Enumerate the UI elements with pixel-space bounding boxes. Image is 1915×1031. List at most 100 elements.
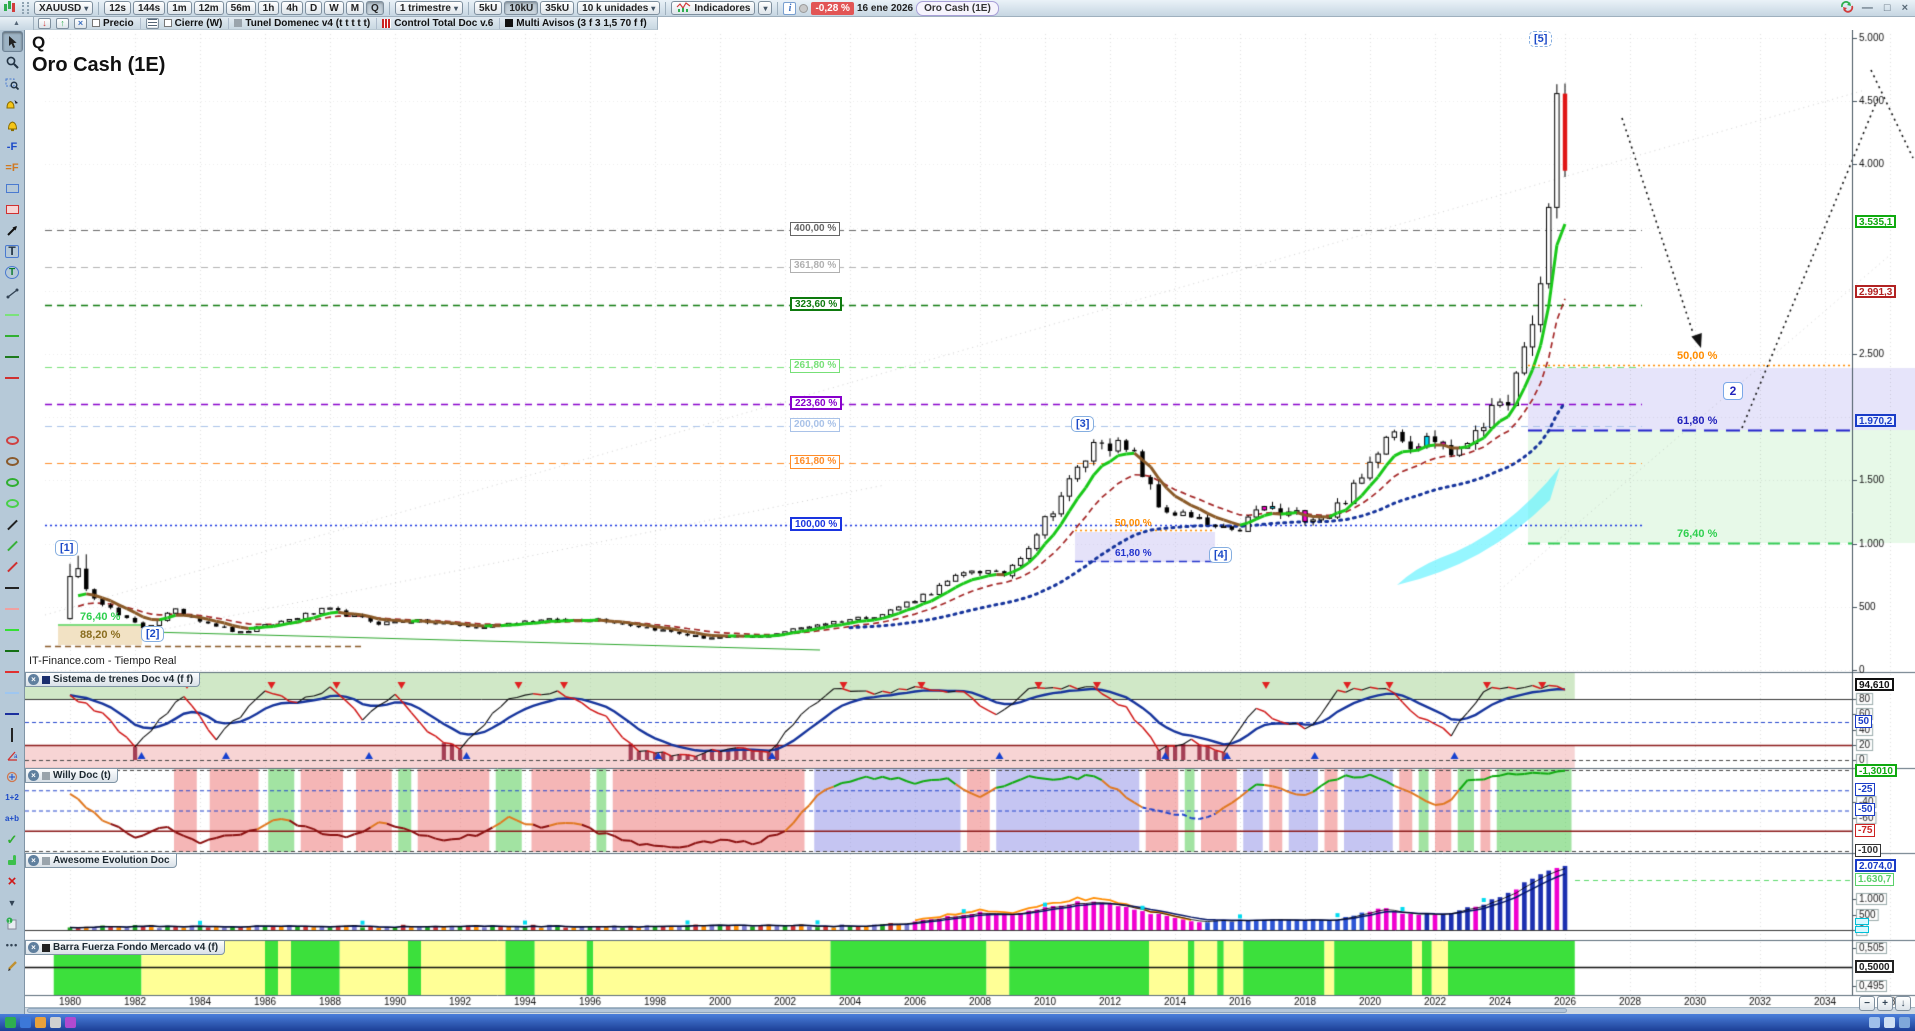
legend-item-cierre[interactable]: Cierre (W) — [163, 17, 230, 29]
hline-lightgreen-tool[interactable] — [2, 304, 23, 325]
timeframe-button-1h[interactable]: 1h — [257, 1, 280, 15]
hline-deepgreen-tool[interactable] — [2, 640, 23, 661]
collapse-toolbar-button[interactable]: ▲ — [0, 17, 34, 30]
ruler-tool[interactable] — [2, 388, 23, 409]
fib-level-label[interactable]: 100,00 % — [790, 517, 843, 531]
legend-item-control[interactable]: Control Total Doc v.6 — [382, 17, 501, 29]
close-icon[interactable]: × — [28, 674, 39, 685]
wave-target-2-label[interactable]: 2 — [1723, 382, 1743, 400]
close-button[interactable]: × — [1901, 2, 1908, 14]
minimize-button[interactable]: — — [1861, 2, 1873, 14]
alarm-edit-tool[interactable] — [2, 94, 23, 115]
hline-navy-tool[interactable] — [2, 703, 23, 724]
timeframe-button-D[interactable]: D — [305, 1, 323, 15]
panel-header-willy[interactable]: × Willy Doc (t) — [25, 768, 118, 783]
angle-tool[interactable]: a — [2, 745, 23, 766]
wave-label-3[interactable]: [3] — [1071, 416, 1095, 432]
checkbox-icon[interactable] — [92, 19, 100, 27]
text-tool[interactable]: T — [2, 241, 23, 262]
legend-item-precio[interactable]: Precio — [92, 17, 141, 29]
info-button[interactable]: i — [783, 1, 797, 15]
hline-red2-tool[interactable] — [2, 661, 23, 682]
legend-item-avisos[interactable]: Multi Avisos (3 f 3 1,5 70 f f) — [505, 18, 652, 29]
hline-brightgreen-tool[interactable] — [2, 619, 23, 640]
close-icon[interactable]: × — [28, 770, 39, 781]
calc-var-tool[interactable]: a+b — [4, 814, 19, 823]
alerts-badge-tool[interactable]: 1 — [2, 913, 23, 934]
timeframe-button-12m[interactable]: 12m — [193, 1, 224, 15]
panel-header-awesome[interactable]: × Awesome Evolution Doc — [25, 853, 177, 868]
unit-button-5kU[interactable]: 5kU — [473, 1, 503, 15]
line-black-tool[interactable] — [2, 514, 23, 535]
calc-sum-tool[interactable]: 1+2 — [5, 793, 19, 802]
wave-label-2[interactable]: [2] — [141, 626, 165, 642]
taskbar-tray-icon-1[interactable] — [1869, 1017, 1880, 1028]
fib-level-label[interactable]: 400,00 % — [790, 222, 841, 236]
ellipse-brown-tool[interactable] — [2, 451, 23, 472]
move-down-button[interactable]: ↓ — [38, 17, 51, 29]
wave-label-5[interactable]: [5] — [1529, 31, 1553, 47]
taskbar-app-icon-2[interactable] — [20, 1017, 31, 1028]
fib-level-label[interactable]: 261,80 % — [790, 359, 841, 373]
rect-blue-tool[interactable] — [2, 178, 23, 199]
zoom-box-tool[interactable] — [2, 73, 23, 94]
scrollbar-thumb[interactable] — [27, 1008, 1567, 1013]
instrument-tab[interactable]: Oro Cash (1E) — [916, 0, 999, 16]
callout-tool[interactable]: T — [2, 262, 23, 283]
zoom-tool[interactable] — [2, 52, 23, 73]
timeframe-button-1m[interactable]: 1m — [167, 1, 192, 15]
ellipse-green-tool[interactable] — [2, 472, 23, 493]
thumbs-up-tool[interactable] — [2, 850, 23, 871]
timeframe-button-56m[interactable]: 56m — [225, 1, 256, 15]
circle-plus-tool[interactable] — [2, 766, 23, 787]
restore-button[interactable]: □ — [1883, 2, 1891, 14]
validate-tool[interactable]: ✓ — [6, 831, 18, 847]
more-tools-chevron[interactable]: ▼ — [7, 897, 17, 908]
wave-label-1[interactable]: [1] — [55, 540, 79, 556]
hline-darkgreen-tool[interactable] — [2, 346, 23, 367]
timeframe-button-144s[interactable]: 144s — [132, 1, 166, 15]
symbol-select[interactable]: XAUUSD ▾ — [34, 1, 94, 15]
hline-black-tool[interactable] — [2, 577, 23, 598]
timeframe-button-4h[interactable]: 4h — [281, 1, 304, 15]
fib-retracement-tool[interactable]: -F — [6, 140, 18, 153]
toolbar-grip-handle[interactable] — [22, 2, 29, 14]
timeframe-button-Q[interactable]: Q — [366, 1, 384, 15]
panel-header-trains[interactable]: × Sistema de trenes Doc v4 (f f) — [25, 672, 201, 687]
zoom-out-button[interactable]: − — [1859, 996, 1875, 1011]
fib-level-label[interactable]: 361,80 % — [790, 259, 841, 273]
taskbar-app-icon-3[interactable] — [35, 1017, 46, 1028]
timeframe-button-M[interactable]: M — [345, 1, 365, 15]
indicators-button[interactable]: Indicadores — [671, 1, 756, 15]
segment-tool[interactable] — [2, 283, 23, 304]
ellipse-green2-tool[interactable] — [2, 493, 23, 514]
dots-more-tool[interactable]: ••• — [5, 939, 19, 950]
line-red-tool[interactable] — [2, 556, 23, 577]
period-select[interactable]: 1 trimestre ▾ — [394, 1, 463, 15]
indicators-caret-button[interactable]: ▾ — [758, 1, 773, 15]
main-chart-canvas[interactable] — [25, 30, 1915, 1014]
cursor-tool[interactable] — [1, 31, 23, 52]
panel-header-fuerza[interactable]: × Barra Fuerza Fondo Mercado v4 (f) — [25, 940, 226, 955]
list-settings-button[interactable] — [145, 17, 159, 29]
fib-level-label[interactable]: 161,80 % — [790, 455, 841, 469]
rect-red-tool[interactable] — [2, 199, 23, 220]
taskbar-app-icon-5[interactable] — [65, 1017, 76, 1028]
hline-pink-tool[interactable] — [2, 598, 23, 619]
checkbox-icon[interactable] — [163, 19, 172, 27]
timeframe-button-W[interactable]: W — [324, 1, 344, 15]
draw-edit-tool[interactable] — [2, 955, 23, 976]
delete-tool[interactable]: × — [7, 873, 17, 890]
refresh-icon[interactable] — [1839, 0, 1855, 16]
units-select[interactable]: 10 k unidades ▾ — [577, 1, 661, 15]
scroll-down-button[interactable]: ↓ — [1895, 996, 1911, 1011]
remove-button[interactable]: × — [74, 17, 87, 29]
close-icon[interactable]: × — [28, 942, 39, 953]
channel-wave-tool[interactable] — [2, 409, 23, 430]
legend-item-tunel[interactable]: Tunel Domenec v4 (t t t t t) — [234, 17, 378, 29]
taskbar-app-icon-4[interactable] — [50, 1017, 61, 1028]
close-icon[interactable]: × — [28, 855, 39, 866]
hline-green-tool[interactable] — [2, 325, 23, 346]
vline-tool[interactable] — [2, 724, 23, 745]
line-green-tool[interactable] — [2, 535, 23, 556]
